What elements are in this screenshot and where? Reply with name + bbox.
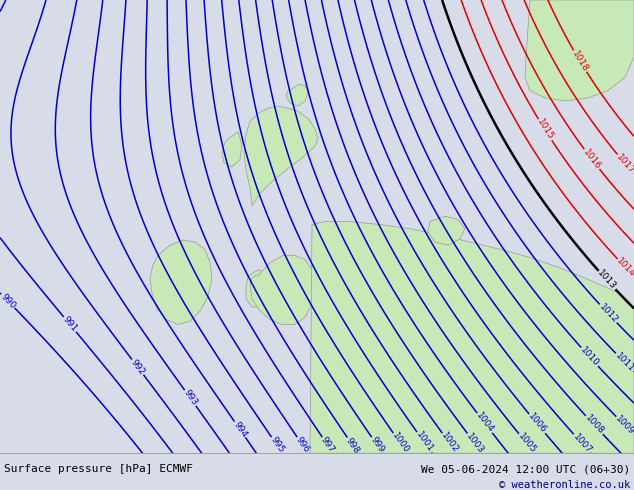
Text: 1018: 1018: [570, 49, 590, 74]
Text: 1013: 1013: [596, 269, 618, 292]
Text: 1001: 1001: [414, 430, 434, 454]
Polygon shape: [150, 240, 212, 324]
Text: 1017: 1017: [614, 152, 634, 176]
Text: 992: 992: [129, 358, 146, 377]
Text: 996: 996: [294, 436, 311, 455]
Text: © weatheronline.co.uk: © weatheronline.co.uk: [499, 480, 630, 490]
Text: 998: 998: [344, 436, 361, 455]
Text: We 05-06-2024 12:00 UTC (06+30): We 05-06-2024 12:00 UTC (06+30): [421, 464, 630, 474]
Text: 995: 995: [268, 436, 285, 455]
Text: 990: 990: [0, 292, 17, 310]
Text: 1015: 1015: [535, 118, 555, 142]
Text: 1006: 1006: [526, 412, 548, 435]
Text: 1008: 1008: [583, 414, 605, 437]
Text: 1009: 1009: [614, 414, 634, 437]
Polygon shape: [525, 0, 634, 101]
Polygon shape: [428, 216, 465, 245]
Text: 999: 999: [368, 436, 385, 455]
Text: 1004: 1004: [474, 411, 495, 435]
Text: 997: 997: [319, 436, 336, 455]
Polygon shape: [286, 84, 308, 106]
Polygon shape: [310, 221, 634, 453]
Text: 1012: 1012: [597, 302, 619, 325]
Text: 1016: 1016: [581, 147, 602, 171]
Text: 994: 994: [231, 420, 249, 439]
Text: 1014: 1014: [615, 257, 634, 279]
Text: 1007: 1007: [571, 432, 593, 455]
Text: 993: 993: [181, 389, 199, 408]
Text: Surface pressure [hPa] ECMWF: Surface pressure [hPa] ECMWF: [4, 464, 193, 474]
Text: 1000: 1000: [390, 431, 411, 455]
Polygon shape: [222, 132, 242, 167]
Polygon shape: [250, 255, 315, 324]
Text: 1010: 1010: [578, 345, 600, 368]
Text: 1005: 1005: [516, 432, 538, 455]
Polygon shape: [246, 270, 272, 307]
Polygon shape: [244, 106, 318, 206]
Text: 1011: 1011: [613, 351, 634, 373]
Text: 1002: 1002: [439, 431, 460, 455]
Text: 991: 991: [61, 315, 79, 334]
Text: 1003: 1003: [465, 432, 486, 455]
